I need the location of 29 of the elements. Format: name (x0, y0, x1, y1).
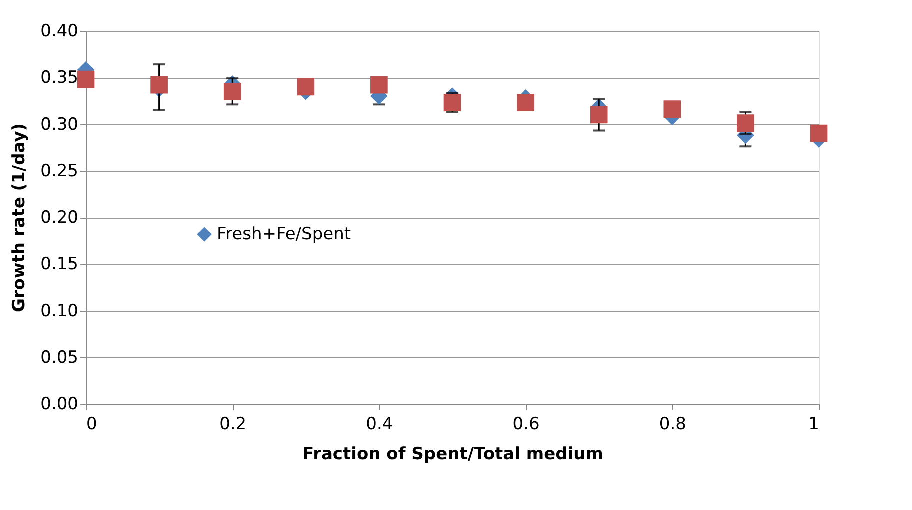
y-tick-label: 0.05 (40, 348, 78, 368)
y-tick-label: 0.30 (40, 114, 78, 135)
x-tick-label: 0 (86, 414, 98, 434)
x-tick-label: 0.2 (220, 414, 247, 434)
y-tick-label: 0.25 (40, 161, 78, 182)
point (810, 124, 828, 142)
point (297, 78, 315, 96)
y-tick-label: 0.15 (40, 254, 78, 275)
point (224, 82, 242, 100)
y-tick-label: 0.35 (40, 68, 78, 88)
point (517, 94, 534, 112)
x-tick-label: 0.4 (366, 414, 394, 434)
legend-label: Fresh+Fe/Spent (217, 224, 352, 244)
point (664, 100, 682, 118)
point (150, 76, 168, 94)
y-tick-label: 0.20 (40, 208, 78, 228)
y-tick-label: 0.00 (40, 394, 78, 414)
x-tick-label: 1 (808, 414, 820, 434)
x-tick-label: 0.6 (512, 414, 540, 434)
point (737, 114, 754, 132)
x-tick-label: 0.8 (659, 414, 686, 434)
point (77, 70, 95, 88)
y-axis-title: Growth rate (1/day) (10, 123, 30, 313)
y-tick-label: 0.40 (40, 22, 78, 42)
x-axis-title: Fraction of Spent/Total medium (302, 444, 604, 464)
point (370, 76, 388, 94)
y-tick-label: 0.10 (40, 301, 78, 322)
point (444, 94, 462, 112)
point (590, 106, 608, 124)
